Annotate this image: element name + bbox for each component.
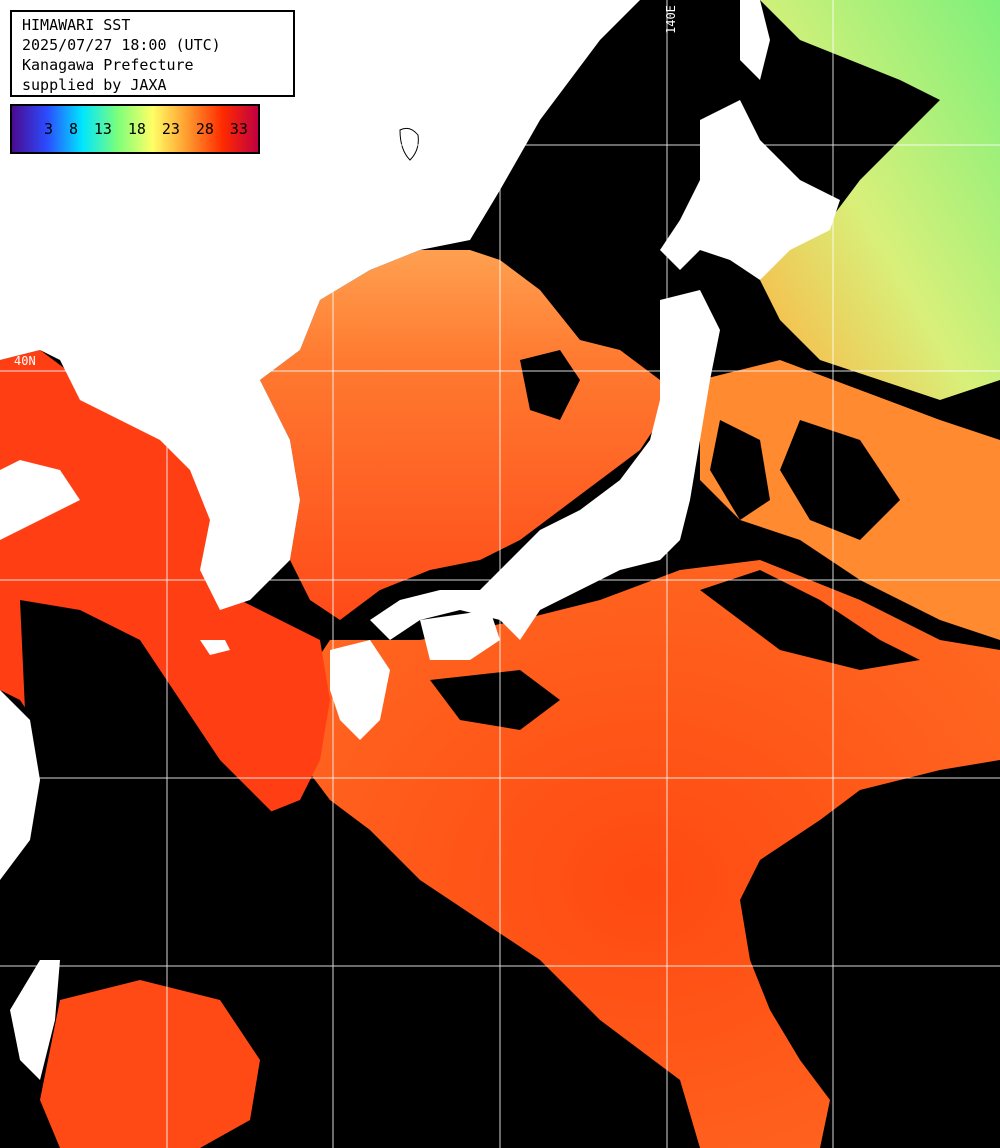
south-sst-region [40,980,260,1148]
china-east-coast [0,690,40,880]
info-box: HIMAWARI SST 2025/07/27 18:00 (UTC) Kana… [10,10,295,97]
lat-30-label: 30N [14,761,36,775]
north-pacific-sst-region [760,0,1000,400]
legend-tick: 28 [195,120,214,138]
island-outlines [399,127,419,161]
map-region: Kanagawa Prefecture [22,56,194,74]
kyushu [330,640,390,740]
map-title: HIMAWARI SST [22,16,131,34]
sakhalin [740,0,770,80]
map-timestamp: 2025/07/27 18:00 (UTC) [22,36,221,54]
sea-of-japan-sst-region [260,250,660,620]
shikoku [420,610,500,660]
map-credit: supplied by JAXA [22,76,167,94]
taiwan [10,960,60,1080]
legend-tick: 33 [229,120,248,138]
honshu [370,290,720,640]
color-scale-legend: 3 8 13 18 23 28 33 [10,104,260,154]
china-coast [0,460,80,540]
legend-tick: 3 [43,120,53,138]
cloud-patches [20,350,1000,1148]
legend-tick: 23 [161,120,180,138]
lat-40-label: 40N [14,354,36,368]
legend-tick: 8 [68,120,78,138]
legend-tick: 18 [127,120,146,138]
legend-tick: 13 [93,120,112,138]
lon-140-label: 140E [664,5,678,34]
jeju-island [200,640,230,655]
